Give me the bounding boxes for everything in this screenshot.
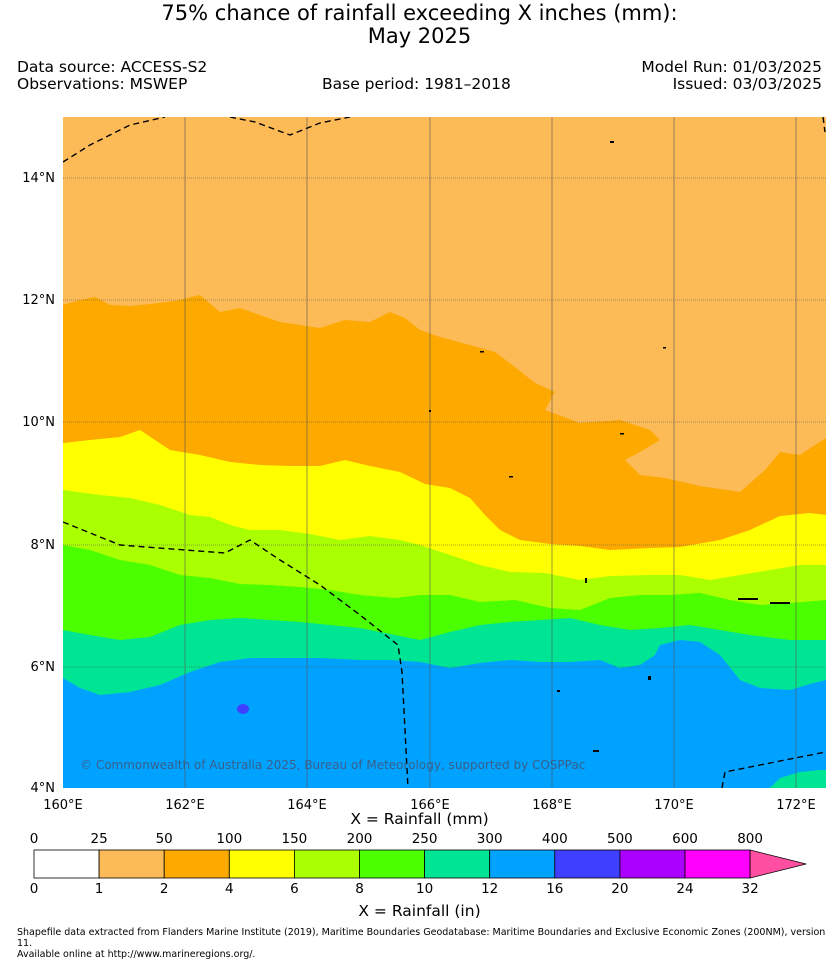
chart-title-line1: 75% chance of rainfall exceeding X inche… [161, 1, 678, 25]
chart-title-line2: May 2025 [367, 24, 472, 48]
lon-label-168e: 168°E [532, 798, 572, 813]
lat-label-8n: 8°N [31, 538, 56, 553]
colorbar-inch-tick: 20 [611, 881, 629, 897]
colorbar-segment [489, 849, 556, 879]
lat-labels: 14°N 12°N 10°N 8°N 6°N 4°N [22, 171, 55, 796]
colorbar-mm-tick: 0 [29, 831, 39, 847]
colorbar-title-in: X = Rainfall (in) [358, 902, 481, 920]
colorbar-mm-tick: 400 [541, 831, 568, 847]
colorbar-inch-tick: 0 [29, 881, 39, 897]
colorbar-mm-tick: 50 [155, 831, 173, 847]
colorbar-mm-tick: 100 [216, 831, 243, 847]
colorbar-mm-tick: 600 [672, 831, 698, 847]
colorbar-inch-tick: 16 [546, 881, 564, 897]
colorbar-inch-tick: 32 [741, 881, 759, 897]
region-300mm [63, 640, 826, 788]
lat-label-10n: 10°N [22, 415, 55, 430]
colorbar-inch-tick: 24 [676, 881, 694, 897]
colorbar-inch-tick: 10 [416, 881, 434, 897]
colorbar-segment [293, 849, 360, 879]
colorbar-mm-tick: 300 [476, 831, 503, 847]
region-400mm-spot [237, 704, 249, 714]
colorbar-segment [424, 849, 491, 879]
colorbar-mm-tick: 25 [90, 831, 108, 847]
lon-label-166e: 166°E [410, 798, 450, 813]
colorbar-segment [359, 849, 425, 879]
colorbar-segment [749, 849, 807, 879]
lon-label-170e: 170°E [654, 798, 694, 813]
lat-label-14n: 14°N [22, 171, 55, 186]
colorbar-mm-tick: 500 [607, 831, 633, 847]
colorbar-segment [163, 849, 230, 879]
observations: Observations: MSWEP [17, 75, 188, 93]
colorbar-mm-tick: 200 [346, 831, 373, 847]
lon-label-172e: 172°E [776, 798, 816, 813]
footer-note: Shapefile data extracted from Flanders M… [17, 927, 832, 960]
model-run: Model Run: 01/03/2025 [641, 58, 822, 76]
data-source: Data source: ACCESS-S2 [17, 58, 208, 76]
colorbar-inch-tick: 4 [225, 881, 234, 897]
colorbar-segment [619, 849, 686, 879]
colorbar-title-mm: X = Rainfall (mm) [350, 810, 489, 828]
lon-labels: 160°E 162°E 164°E 166°E 168°E 170°E 172°… [43, 798, 816, 813]
colorbar-inch-tick: 2 [159, 881, 169, 897]
lon-label-164e: 164°E [287, 798, 327, 813]
lat-label-6n: 6°N [31, 660, 56, 675]
eez-boundaries [63, 117, 826, 788]
colorbar-mm-tick: 250 [411, 831, 438, 847]
lat-label-4n: 4°N [31, 781, 56, 796]
footer-line1: Shapefile data extracted from Flanders M… [17, 927, 826, 949]
colorbar-inch-tick: 12 [481, 881, 499, 897]
base-period: Base period: 1981–2018 [322, 75, 511, 93]
islands [429, 141, 790, 752]
colorbar-inch-tick: 6 [290, 881, 299, 897]
colorbar-mm-tick: 800 [737, 831, 763, 847]
colorbar-inch-tick: 8 [355, 881, 364, 897]
rainfall-map: © Commonwealth of Australia 2025, Bureau… [22, 117, 826, 813]
lon-label-162e: 162°E [165, 798, 205, 813]
colorbar-segment [684, 849, 751, 879]
colorbar-inch-tick: 1 [94, 881, 104, 897]
colorbar-mm-tick: 150 [281, 831, 308, 847]
issued-date: Issued: 03/03/2025 [672, 75, 822, 93]
colorbar-segment [554, 849, 621, 879]
colorbar-segment [98, 849, 165, 879]
region-250mm-corner [770, 770, 826, 788]
colorbar-segment [33, 849, 100, 879]
copyright-notice: © Commonwealth of Australia 2025, Bureau… [80, 758, 585, 772]
lon-label-160e: 160°E [43, 798, 83, 813]
lat-label-12n: 12°N [22, 293, 55, 308]
colorbar [33, 849, 807, 879]
colorbar-segment [228, 849, 295, 879]
graticule [63, 117, 826, 788]
